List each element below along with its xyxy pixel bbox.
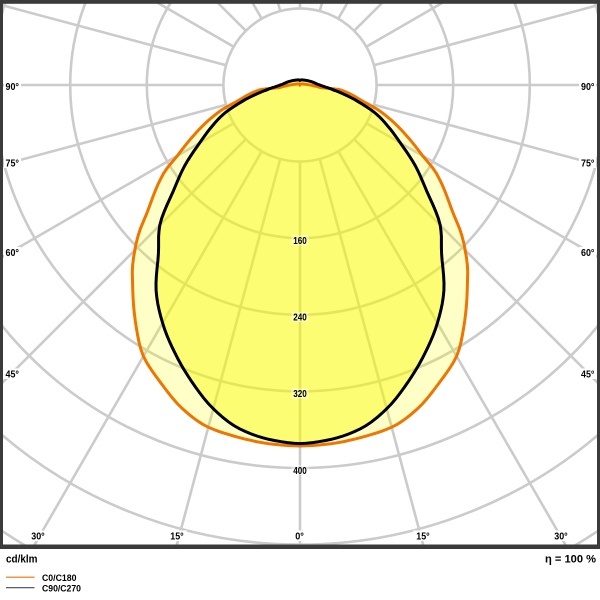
svg-text:η = 100 %: η = 100 % [545,554,596,566]
svg-text:15°: 15° [170,531,184,543]
svg-text:cd/klm: cd/klm [6,553,38,565]
svg-text:400: 400 [293,466,307,477]
svg-text:60°: 60° [581,247,595,259]
svg-text:45°: 45° [6,369,20,381]
svg-text:160: 160 [293,236,307,247]
svg-text:15°: 15° [416,531,430,543]
svg-text:90°: 90° [581,81,595,93]
svg-text:90°: 90° [6,81,20,93]
svg-text:30°: 30° [31,531,45,543]
svg-text:C90/C270: C90/C270 [42,584,81,595]
svg-text:C0/C180: C0/C180 [42,573,77,584]
svg-text:75°: 75° [581,158,595,170]
svg-text:0°: 0° [295,531,304,543]
svg-text:240: 240 [293,313,307,324]
svg-text:60°: 60° [6,247,20,259]
svg-text:45°: 45° [581,369,595,381]
svg-text:75°: 75° [6,158,20,170]
svg-text:320: 320 [293,389,307,400]
svg-text:30°: 30° [554,531,568,543]
